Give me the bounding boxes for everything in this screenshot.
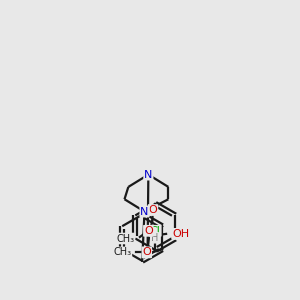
Text: Cl: Cl: [150, 226, 161, 236]
Text: CH₃: CH₃: [113, 248, 131, 257]
Text: O: O: [144, 226, 153, 236]
Text: N: N: [144, 169, 152, 180]
Text: H: H: [151, 233, 158, 243]
Text: N: N: [140, 207, 149, 217]
Text: O: O: [142, 248, 151, 257]
Text: CH₃: CH₃: [116, 233, 134, 244]
Text: OH: OH: [172, 229, 189, 239]
Text: O: O: [148, 205, 158, 215]
